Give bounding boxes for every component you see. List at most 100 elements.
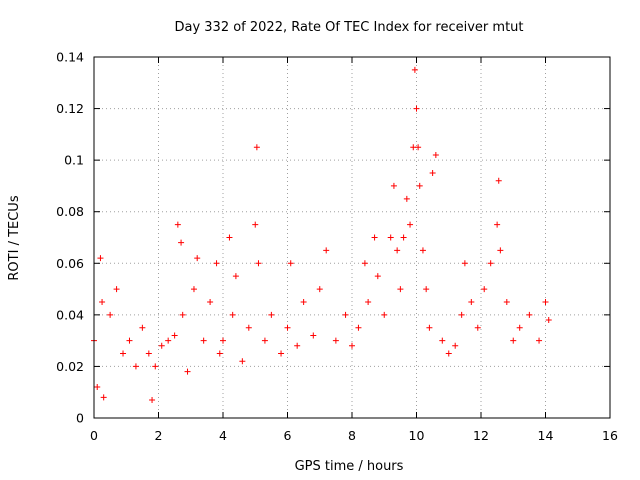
data-point: [284, 324, 291, 331]
x-tick-label: 0: [90, 428, 98, 443]
data-point: [390, 182, 397, 189]
y-tick-label: 0.14: [56, 50, 84, 65]
data-point: [239, 358, 246, 365]
x-tick-label: 14: [538, 428, 554, 443]
data-point: [179, 311, 186, 318]
data-point: [126, 337, 133, 344]
x-tick-label: 2: [155, 428, 163, 443]
data-point: [381, 311, 388, 318]
data-point: [107, 311, 114, 318]
data-point: [97, 255, 104, 262]
data-point: [323, 247, 330, 254]
data-point: [503, 298, 510, 305]
data-point: [495, 177, 502, 184]
y-tick-label: 0.04: [56, 307, 84, 322]
data-point: [194, 255, 201, 262]
data-point: [407, 221, 414, 228]
data-point: [516, 324, 523, 331]
data-point: [268, 311, 275, 318]
data-point: [332, 337, 339, 344]
y-tick-label: 0.08: [56, 204, 84, 219]
data-point: [245, 324, 252, 331]
data-point: [416, 182, 423, 189]
x-axis-ticks: 0 2 4 6 8 10 12 14 16: [90, 57, 618, 443]
data-point: [294, 342, 301, 349]
y-axis-label: ROTI / TECUs: [7, 195, 22, 280]
data-point: [139, 324, 146, 331]
data-point: [165, 337, 172, 344]
data-point: [252, 221, 259, 228]
chart-title: Day 332 of 2022, Rate Of TEC Index for r…: [174, 20, 523, 35]
data-point: [349, 342, 355, 349]
data-point: [361, 260, 368, 267]
x-tick-label: 8: [348, 428, 356, 443]
data-point: [542, 298, 549, 305]
data-point: [429, 170, 436, 177]
data-point: [226, 234, 233, 241]
data-point: [458, 311, 465, 318]
data-point: [287, 260, 294, 267]
data-point: [178, 239, 185, 246]
data-point: [229, 311, 236, 318]
x-tick-label: 16: [602, 428, 618, 443]
data-point: [255, 260, 262, 267]
data-point: [374, 273, 381, 280]
data-point: [213, 260, 220, 267]
y-tick-label: 0.1: [64, 153, 84, 168]
data-point: [415, 144, 422, 151]
data-point: [200, 337, 207, 344]
data-point: [400, 234, 407, 241]
y-tick-label: 0.12: [56, 101, 84, 116]
data-point: [152, 363, 159, 370]
data-point: [171, 332, 178, 339]
grid: [94, 57, 610, 418]
data-point: [220, 337, 226, 344]
data-point: [439, 337, 446, 344]
y-axis-ticks: 0 0.02 0.04 0.06 0.08 0.1 0.12 0.14: [56, 50, 610, 426]
x-tick-label: 12: [473, 428, 489, 443]
data-point: [94, 384, 101, 391]
data-point: [365, 298, 372, 305]
data-point: [432, 151, 439, 158]
y-tick-label: 0: [76, 411, 84, 426]
y-tick-label: 0.06: [56, 256, 84, 271]
data-point: [387, 234, 394, 241]
data-point: [261, 337, 268, 344]
data-point: [310, 332, 317, 339]
data-point: [468, 298, 475, 305]
data-point: [184, 368, 191, 375]
data-point: [99, 298, 106, 305]
data-point: [413, 105, 420, 112]
data-point: [342, 311, 349, 318]
data-point: [190, 286, 197, 293]
data-point: [397, 286, 404, 293]
data-point: [510, 337, 517, 344]
data-point: [120, 350, 127, 357]
data-point: [487, 260, 494, 267]
data-series: [91, 66, 552, 403]
data-point: [403, 195, 410, 202]
data-point: [497, 247, 504, 254]
data-point: [536, 337, 543, 344]
data-point: [253, 144, 260, 151]
data-point: [174, 221, 181, 228]
data-point: [394, 247, 401, 254]
data-point: [461, 260, 468, 267]
data-point: [158, 342, 165, 349]
data-point: [371, 234, 378, 241]
data-point: [149, 396, 156, 403]
data-point: [278, 350, 285, 357]
data-point: [145, 350, 152, 357]
data-point: [113, 286, 120, 293]
data-point: [207, 298, 214, 305]
data-point: [452, 342, 459, 349]
data-point: [132, 363, 139, 370]
x-tick-label: 10: [409, 428, 425, 443]
data-point: [216, 350, 223, 357]
data-point: [300, 298, 307, 305]
data-point: [481, 286, 488, 293]
x-tick-label: 6: [284, 428, 292, 443]
data-point: [411, 66, 418, 73]
data-point: [494, 221, 501, 228]
